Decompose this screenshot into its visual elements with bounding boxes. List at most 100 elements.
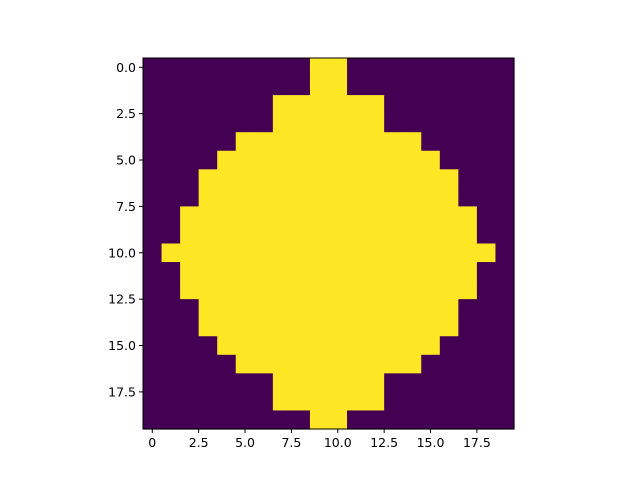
heatmap-cell: [384, 206, 404, 226]
heatmap-cell: [235, 224, 255, 245]
heatmap-cell: [328, 410, 348, 430]
heatmap-cell: [365, 280, 385, 300]
heatmap-cell: [328, 150, 348, 170]
heatmap-cell: [421, 187, 441, 207]
heatmap-cell: [328, 243, 348, 263]
heatmap-cell: [161, 262, 181, 282]
heatmap-cell: [328, 113, 348, 133]
heatmap-cell: [347, 187, 367, 207]
heatmap-cell: [365, 150, 385, 170]
heatmap-cell: [143, 373, 163, 393]
heatmap-cell: [235, 317, 255, 337]
heatmap-cell: [217, 354, 237, 374]
heatmap-cell: [421, 336, 441, 356]
heatmap-cell: [458, 262, 478, 282]
heatmap-cell: [161, 150, 181, 170]
heatmap-cell: [143, 391, 163, 412]
y-tick-label: 7.5: [116, 199, 136, 214]
heatmap-cell: [291, 299, 311, 319]
heatmap-cell: [384, 336, 404, 356]
heatmap-cell: [402, 150, 422, 170]
heatmap-cell: [365, 317, 385, 337]
heatmap-cell: [476, 187, 497, 207]
heatmap-cell: [272, 150, 292, 170]
heatmap-cell: [458, 354, 478, 374]
heatmap-cell: [495, 187, 515, 207]
x-tick-label: 5.0: [235, 435, 255, 450]
heatmap-cell: [272, 113, 292, 133]
heatmap-cell: [439, 354, 459, 374]
heatmap-cell: [309, 391, 330, 412]
heatmap-cell: [272, 169, 292, 189]
heatmap-cell: [235, 373, 255, 393]
heatmap-cell: [365, 58, 385, 78]
heatmap-cell: [402, 336, 422, 356]
heatmap-cell: [161, 354, 181, 374]
heatmap-cell: [328, 132, 348, 152]
heatmap-cell: [384, 391, 404, 412]
heatmap-cell: [143, 113, 163, 133]
heatmap-cell: [347, 206, 367, 226]
heatmap-cell: [347, 336, 367, 356]
heatmap-cell: [217, 132, 237, 152]
heatmap-cell: [291, 132, 311, 152]
heatmap-cell: [291, 391, 311, 412]
heatmap-cell: [272, 410, 292, 430]
heatmap-cell: [309, 354, 330, 374]
y-tick-label: 5.0: [116, 153, 136, 168]
heatmap-cell: [291, 58, 311, 78]
heatmap-cell: [439, 132, 459, 152]
heatmap-cell: [254, 354, 274, 374]
heatmap-cell: [180, 391, 200, 412]
heatmap-cell: [384, 354, 404, 374]
heatmap-cell: [328, 373, 348, 393]
heatmap-cell: [235, 150, 255, 170]
heatmap-cell: [291, 187, 311, 207]
heatmap-cell: [180, 224, 200, 245]
heatmap-cell: [476, 410, 497, 430]
heatmap-cell: [309, 224, 330, 245]
heatmap-cell: [458, 113, 478, 133]
heatmap-cell: [254, 373, 274, 393]
heatmap-cell: [235, 58, 255, 78]
heatmap-cell: [458, 206, 478, 226]
heatmap-cell: [235, 187, 255, 207]
heatmap-cell: [365, 206, 385, 226]
heatmap-cell: [365, 132, 385, 152]
heatmap-cell: [365, 354, 385, 374]
heatmap-cell: [365, 336, 385, 356]
heatmap-cell: [439, 410, 459, 430]
heatmap-cell: [254, 262, 274, 282]
heatmap-cell: [143, 224, 163, 245]
heatmap-cell: [347, 262, 367, 282]
heatmap-cell: [439, 373, 459, 393]
heatmap-cell: [309, 262, 330, 282]
heatmap-cell: [143, 76, 163, 96]
heatmap-cell: [365, 224, 385, 245]
heatmap-cell: [476, 113, 497, 133]
heatmap-cell: [235, 336, 255, 356]
heatmap-cell: [439, 58, 459, 78]
heatmap-cell: [439, 187, 459, 207]
heatmap-cell: [365, 262, 385, 282]
heatmap-cell: [328, 299, 348, 319]
heatmap-cell: [365, 169, 385, 189]
heatmap-cell: [402, 354, 422, 374]
heatmap-cell: [458, 410, 478, 430]
heatmap-cell: [309, 113, 330, 133]
heatmap-cell: [421, 169, 441, 189]
heatmap-cell: [143, 354, 163, 374]
heatmap-cell: [495, 391, 515, 412]
heatmap-cell: [198, 187, 218, 207]
heatmap-cell: [254, 206, 274, 226]
heatmap-cell: [161, 280, 181, 300]
heatmap-cell: [421, 354, 441, 374]
heatmap-cell: [217, 317, 237, 337]
heatmap-cell: [254, 410, 274, 430]
heatmap-cell: [347, 354, 367, 374]
heatmap-cell: [347, 76, 367, 96]
heatmap-cell: [272, 280, 292, 300]
heatmap-cell: [365, 113, 385, 133]
heatmap-cell: [235, 132, 255, 152]
